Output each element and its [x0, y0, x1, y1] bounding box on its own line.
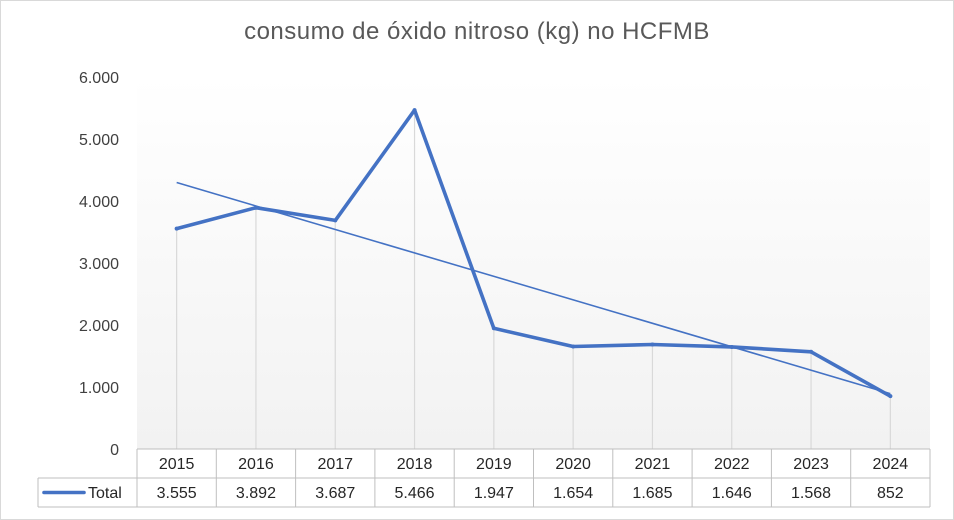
data-table: 2015 2016 2017 2018 2019 2020 2021 2022 2023 2024… — [37, 448, 931, 508]
data-point-2019 — [491, 326, 496, 331]
data-label-2017: 3.687 — [315, 485, 355, 502]
series-line-total — [174, 108, 893, 399]
x-tick-label-2021: 2021 — [635, 456, 671, 473]
x-tick-label-2019: 2019 — [476, 456, 512, 473]
data-label-2021: 1.685 — [632, 485, 672, 502]
legend-label-total: Total — [88, 485, 122, 502]
chart-title: consumo de óxido nitroso (kg) no HCFMB — [244, 18, 710, 45]
y-tick-label: 2.000 — [79, 318, 119, 335]
data-point-2021 — [650, 342, 655, 347]
data-point-2020 — [571, 344, 576, 349]
x-tick-label-2024: 2024 — [873, 456, 909, 473]
trendline — [176, 181, 891, 395]
y-tick-label: 0 — [110, 442, 119, 459]
x-tick-label-2018: 2018 — [397, 456, 433, 473]
data-point-2022 — [729, 344, 734, 349]
data-label-2019: 1.947 — [474, 485, 514, 502]
data-label-2022: 1.646 — [712, 485, 752, 502]
data-point-2024 — [888, 394, 893, 399]
data-label-2023: 1.568 — [791, 485, 831, 502]
vertical-gridlines — [176, 110, 891, 449]
data-label-2015: 3.555 — [157, 485, 197, 502]
data-point-2017 — [333, 218, 338, 223]
data-point-2023 — [809, 349, 814, 354]
series-layer — [174, 108, 893, 399]
y-tick-label: 1.000 — [79, 380, 119, 397]
x-tick-label-2016: 2016 — [238, 456, 274, 473]
data-point-2018 — [412, 108, 417, 113]
y-axis: 0 1.000 2.000 3.000 4.000 5.000 6.000 — [79, 70, 119, 459]
plot-area — [137, 77, 930, 449]
x-tick-label-2022: 2022 — [714, 456, 750, 473]
y-tick-label: 4.000 — [79, 194, 119, 211]
data-label-2020: 1.654 — [553, 485, 593, 502]
x-tick-label-2023: 2023 — [793, 456, 829, 473]
x-tick-label-2020: 2020 — [555, 456, 591, 473]
data-label-2018: 5.466 — [395, 485, 435, 502]
data-label-2024: 852 — [877, 485, 904, 502]
x-tick-label-2015: 2015 — [159, 456, 195, 473]
y-tick-label: 6.000 — [79, 70, 119, 87]
data-label-2016: 3.892 — [236, 485, 276, 502]
data-point-2016 — [253, 205, 258, 210]
x-tick-label-2017: 2017 — [317, 456, 353, 473]
data-point-2015 — [174, 226, 179, 231]
y-tick-label: 3.000 — [79, 256, 119, 273]
y-tick-label: 5.000 — [79, 132, 119, 149]
